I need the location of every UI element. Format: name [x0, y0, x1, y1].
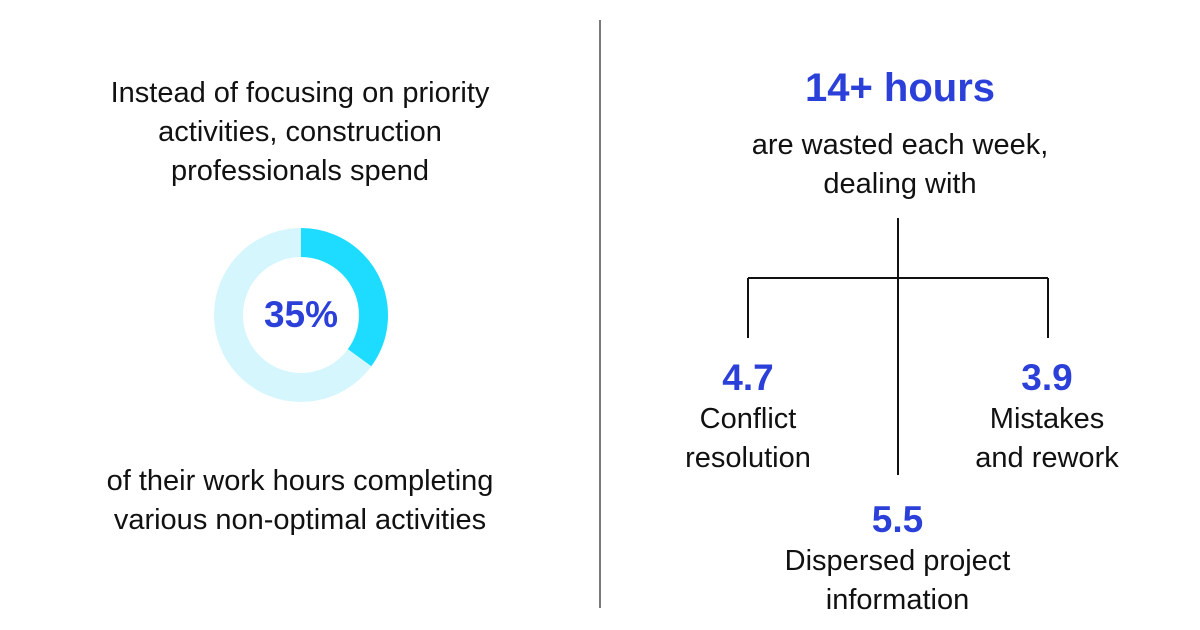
percentage-donut-chart	[214, 228, 388, 402]
donut-fill-segment	[214, 228, 388, 402]
breakdown-label: Mistakes and rework	[975, 403, 1119, 474]
hours-headline: 14+ hours	[804, 66, 996, 110]
breakdown-tree-connector	[747, 218, 1049, 475]
donut-percentage-label: 35%	[263, 294, 339, 335]
breakdown-item-dispersed: 5.5 Dispersed project information	[735, 498, 1060, 620]
outro-text: of their work hours completing various n…	[106, 465, 494, 536]
breakdown-value: 5.5	[871, 499, 924, 540]
breakdown-value: 3.9	[1021, 357, 1073, 398]
hours-subline: are wasted each week, dealing with	[751, 129, 1049, 200]
vertical-divider	[599, 20, 601, 608]
intro-text: Instead of focusing on priority activiti…	[110, 77, 490, 187]
breakdown-label: Conflict resolution	[685, 403, 811, 474]
left-panel: Instead of focusing on priority activiti…	[106, 77, 494, 536]
breakdown-value: 4.7	[722, 357, 774, 398]
right-panel: 14+ hours are wasted each week, dealing …	[600, 0, 1200, 630]
breakdown-label: Dispersed project information	[784, 545, 1011, 616]
breakdown-item-conflict: 4.7 Conflict resolution	[648, 356, 848, 478]
breakdown-item-mistakes: 3.9 Mistakes and rework	[947, 356, 1147, 478]
